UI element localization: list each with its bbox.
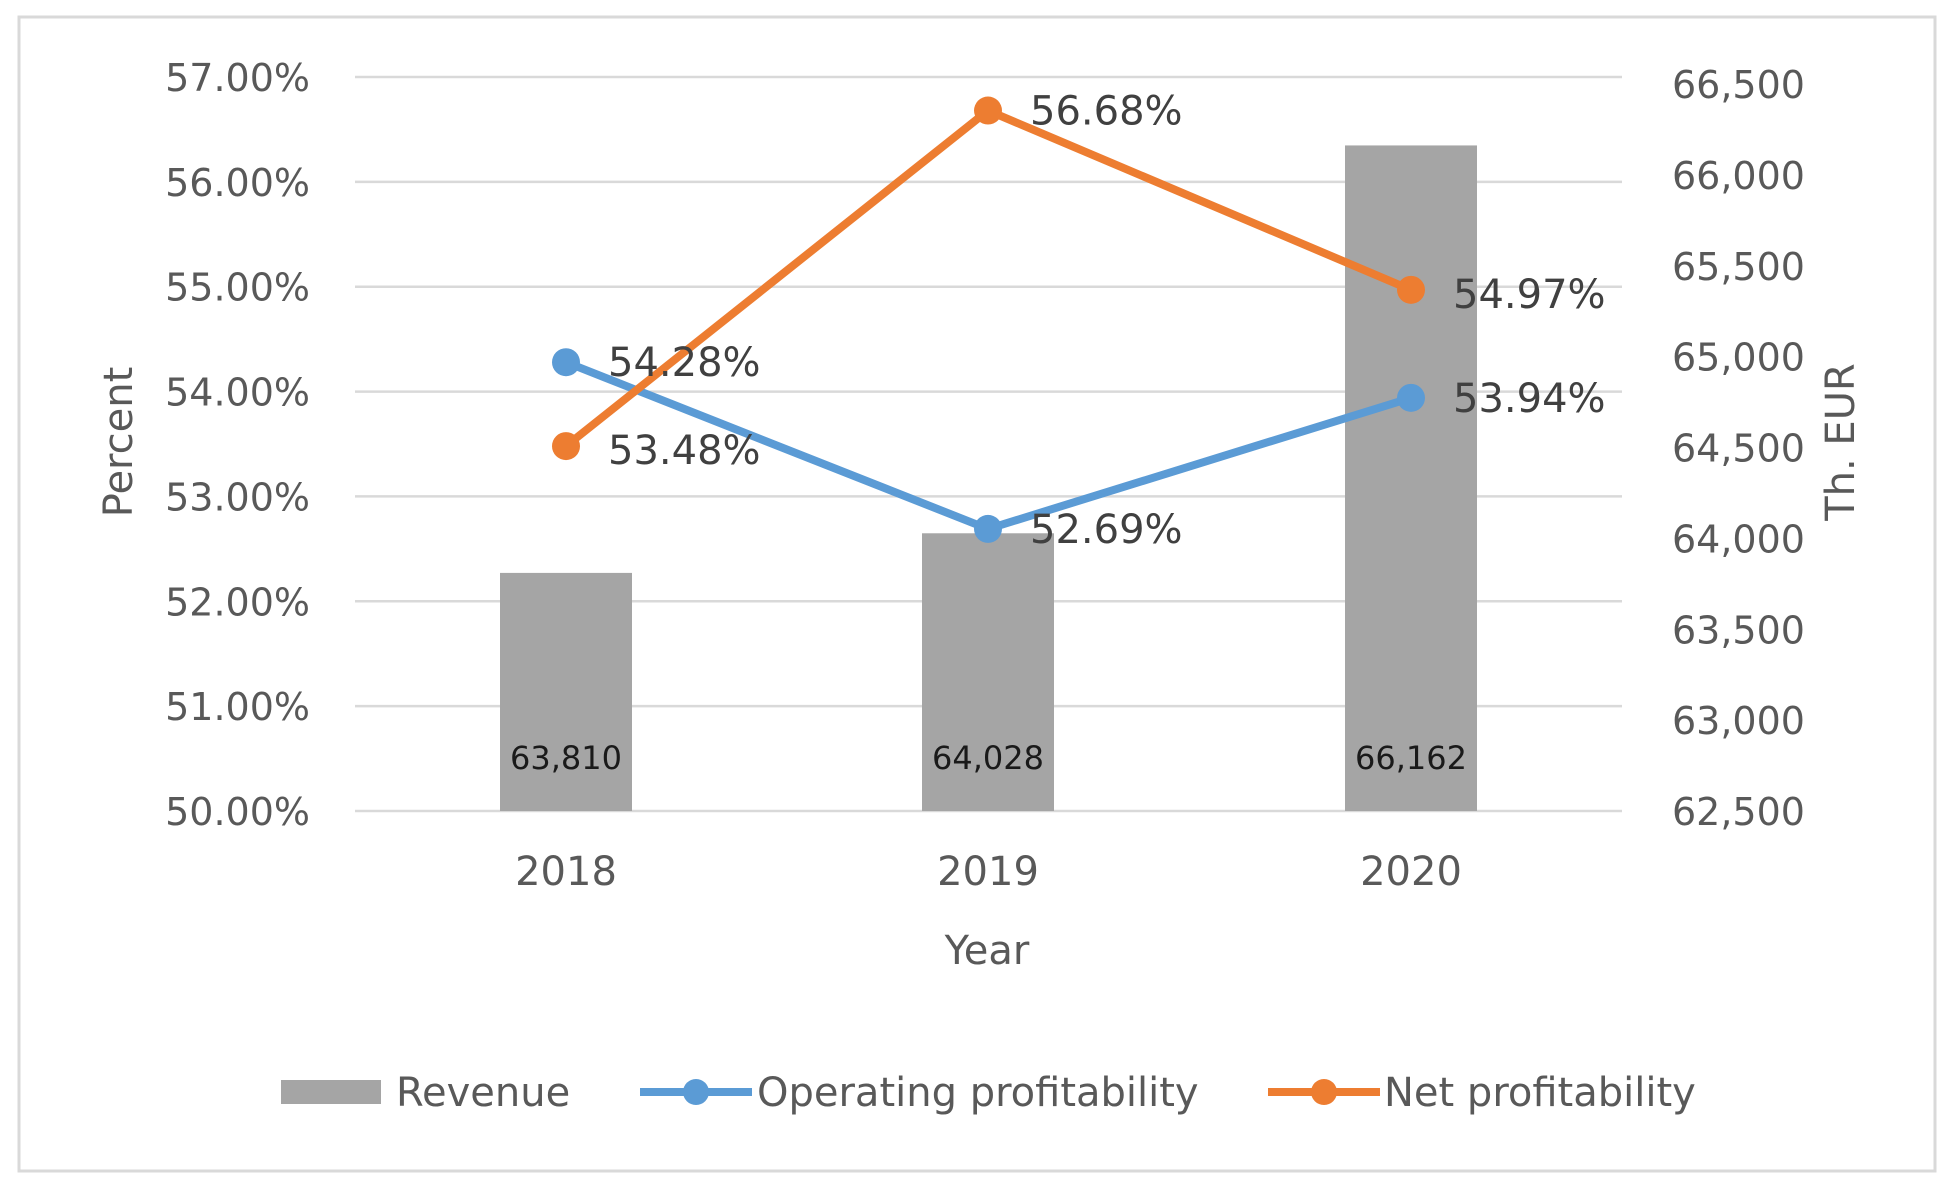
left-tick-label: 52.00% xyxy=(165,580,310,624)
revenue-bar xyxy=(500,572,632,811)
operating-profitability-marker xyxy=(1397,383,1425,412)
right-tick-label: 65,000 xyxy=(1672,336,1805,380)
net-profitability-data-label: 56.68% xyxy=(1030,89,1183,135)
legend-net-swatch-marker xyxy=(1311,1079,1337,1105)
legend-operating-swatch-marker xyxy=(683,1079,709,1105)
revenue-bar-labels: 63,810 64,028 66,162 xyxy=(510,739,1467,777)
left-tick-label: 50.00% xyxy=(165,790,310,834)
left-axis-title: Percent xyxy=(96,367,142,518)
revenue-bar-label: 66,162 xyxy=(1355,739,1467,777)
left-tick-label: 54.00% xyxy=(165,371,310,415)
net-profitability-marker xyxy=(552,432,580,461)
revenue-bar-label: 64,028 xyxy=(932,739,1044,777)
net-profitability-marker xyxy=(1397,275,1425,304)
left-axis-tick-labels: 50.00% 51.00% 52.00% 53.00% 54.00% 55.00% 56.0… xyxy=(165,56,310,834)
operating-profitability-data-label: 53.94% xyxy=(1453,376,1606,422)
legend-net-label: Net profitability xyxy=(1384,1070,1696,1116)
revenue-bar xyxy=(922,533,1054,811)
revenue-bars xyxy=(500,145,1477,811)
net-profitability-marker xyxy=(974,96,1002,125)
right-tick-label: 65,500 xyxy=(1672,245,1805,289)
net-profitability-data-label: 54.97% xyxy=(1453,272,1606,318)
revenue-bar-label: 63,810 xyxy=(510,739,622,777)
right-tick-label: 64,000 xyxy=(1672,517,1805,561)
left-tick-label: 55.00% xyxy=(165,266,310,310)
profitability-lines xyxy=(552,96,1425,543)
right-tick-label: 63,500 xyxy=(1672,608,1805,652)
revenue-bar xyxy=(1345,145,1477,811)
legend: Revenue Operating profitability Net prof… xyxy=(281,1070,1696,1116)
net-profitability-data-label: 53.48% xyxy=(608,428,761,474)
x-axis-title: Year xyxy=(944,928,1030,974)
left-tick-label: 53.00% xyxy=(165,475,310,519)
x-tick-label: 2020 xyxy=(1360,849,1462,895)
x-tick-label: 2018 xyxy=(515,849,617,895)
right-axis-tick-labels: 62,500 63,000 63,500 64,000 64,500 65,000 65,5… xyxy=(1672,63,1805,834)
right-tick-label: 63,000 xyxy=(1672,699,1805,743)
operating-profitability-marker xyxy=(552,348,580,377)
left-tick-label: 51.00% xyxy=(165,685,310,729)
x-tick-label: 2019 xyxy=(937,849,1039,895)
operating-profitability-data-label: 54.28% xyxy=(608,340,761,386)
right-tick-label: 62,500 xyxy=(1672,790,1805,834)
operating-profitability-marker xyxy=(974,514,1002,543)
operating-profitability-data-label: 52.69% xyxy=(1030,507,1183,553)
right-tick-label: 66,000 xyxy=(1672,154,1805,198)
left-tick-label: 56.00% xyxy=(165,161,310,205)
right-axis-title: Th. EUR xyxy=(1818,363,1864,522)
legend-revenue-swatch xyxy=(281,1080,381,1104)
left-tick-label: 57.00% xyxy=(165,56,310,100)
legend-operating-label: Operating profitability xyxy=(757,1070,1199,1116)
right-tick-label: 66,500 xyxy=(1672,63,1805,107)
right-tick-label: 64,500 xyxy=(1672,427,1805,471)
legend-revenue-label: Revenue xyxy=(396,1070,570,1116)
profitability-point-labels: 54.28% 52.69% 53.94% 53.48% 56.68% 54.97% xyxy=(608,89,1606,553)
x-axis-tick-labels: 2018 2019 2020 xyxy=(515,849,1462,895)
